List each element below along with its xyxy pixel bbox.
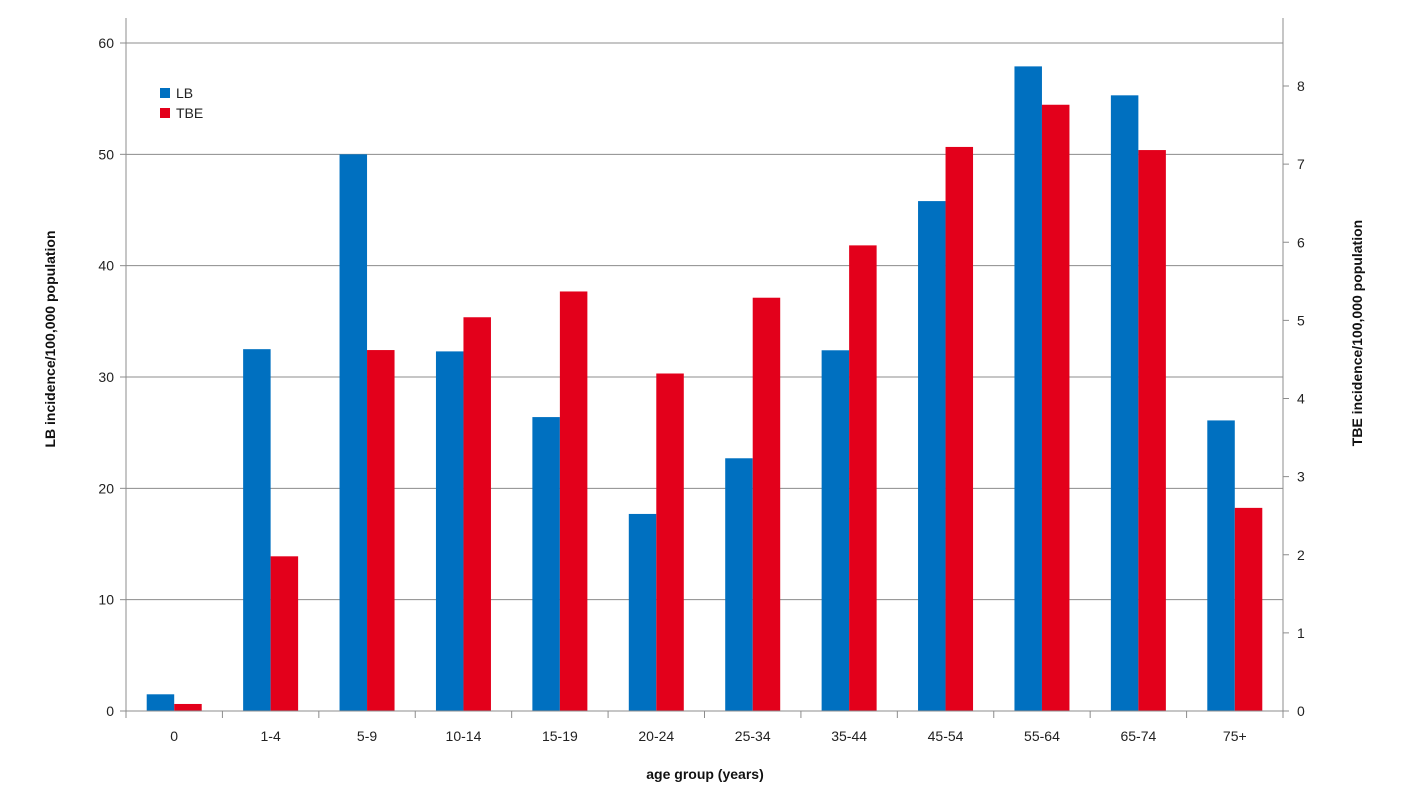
y2-tick-label: 4: [1297, 391, 1305, 407]
x-tick-label: 45-54: [928, 728, 964, 744]
y-tick-label: 60: [98, 35, 114, 51]
bar-lb: [1207, 420, 1235, 711]
bar-lb: [339, 154, 368, 712]
legend-label-lb: LB: [176, 85, 193, 101]
y-tick-label: 20: [98, 480, 114, 496]
axes: [120, 18, 1289, 718]
y-tick-label: 10: [98, 592, 114, 608]
bar-lb: [725, 458, 753, 711]
y2-tick-label: 7: [1297, 156, 1305, 172]
bars: [146, 66, 1263, 712]
bar-lb: [628, 513, 657, 711]
x-tick-label: 20-24: [638, 728, 674, 744]
bar-tbe: [1041, 104, 1070, 711]
legend-label-tbe: TBE: [176, 105, 203, 121]
bar-tbe: [656, 373, 684, 711]
bar-lb: [146, 694, 175, 711]
gridlines: [126, 42, 1283, 601]
y-axis-title-right: TBE incidence/100,000 population: [1349, 220, 1365, 446]
y2-tick-label: 2: [1297, 547, 1305, 563]
legend-swatch-tbe: [160, 108, 170, 118]
y-tick-label: 30: [98, 369, 114, 385]
bar-tbe: [559, 291, 588, 711]
bar-lb: [532, 417, 560, 711]
y-tick-label: 50: [98, 146, 114, 162]
bar-lb: [243, 349, 271, 711]
bar-tbe: [367, 350, 395, 711]
bar-tbe: [849, 245, 877, 711]
bar-lb: [918, 201, 946, 712]
x-tick-label: 1-4: [261, 728, 281, 744]
legend: LB TBE: [160, 85, 203, 121]
bar-lb: [1110, 95, 1139, 712]
bar-lb: [435, 351, 464, 711]
bar-tbe: [174, 703, 202, 711]
tick-labels: 0 10 20 30 40 50 60 0 1 2 3 4 5 6 7 8 0 1-4 5-9 10-14 15-19 2…: [98, 35, 1305, 744]
legend-swatch-lb: [160, 88, 170, 98]
x-tick-label: 0: [170, 728, 178, 744]
bar-tbe: [752, 297, 781, 711]
y2-tick-label: 8: [1297, 78, 1305, 94]
bar-lb: [1014, 66, 1042, 711]
y2-tick-label: 0: [1297, 703, 1305, 719]
bar-tbe: [1138, 150, 1166, 711]
x-tick-label: 35-44: [831, 728, 867, 744]
y2-tick-label: 1: [1297, 625, 1305, 641]
bar-tbe: [945, 146, 974, 711]
y2-tick-label: 5: [1297, 312, 1305, 328]
x-tick-label: 65-74: [1120, 728, 1156, 744]
bar-tbe: [270, 556, 299, 711]
x-tick-label: 5-9: [357, 728, 377, 744]
y-axis-title-left: LB incidence/100,000 population: [42, 230, 58, 447]
y-tick-label: 0: [106, 703, 114, 719]
x-tick-label: 75+: [1223, 728, 1247, 744]
y2-tick-label: 3: [1297, 469, 1305, 485]
bar-tbe: [1234, 507, 1263, 711]
x-axis-title: age group (years): [646, 766, 763, 782]
x-tick-label: 15-19: [542, 728, 578, 744]
y2-tick-label: 6: [1297, 234, 1305, 250]
x-tick-label: 25-34: [735, 728, 771, 744]
x-tick-label: 10-14: [446, 728, 482, 744]
y-tick-label: 40: [98, 258, 114, 274]
bar-lb: [821, 350, 850, 711]
x-tick-label: 55-64: [1024, 728, 1060, 744]
bar-tbe: [463, 317, 491, 711]
